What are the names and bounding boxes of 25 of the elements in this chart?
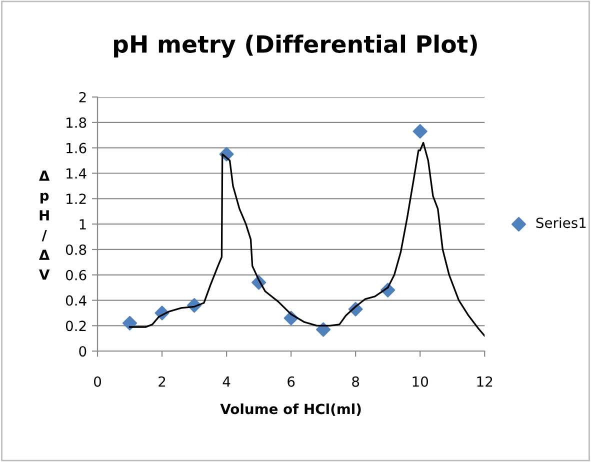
point: [412, 124, 428, 139]
y-tick-label: 0.8: [66, 244, 86, 255]
y-tick-label: 0.4: [66, 295, 86, 306]
y-axis-title: ΔpH/ΔV: [39, 170, 50, 280]
x-axis-title: Volume of HCl(ml): [220, 403, 361, 416]
y-tick-label: 0.2: [66, 320, 86, 332]
y-tick-label: 2: [79, 92, 86, 102]
y-tick-label: 1.8: [66, 117, 86, 128]
legend-label: Series1: [536, 217, 586, 228]
x-tick-label: 4: [222, 376, 230, 387]
x-tick-label: 0: [94, 376, 102, 387]
y-tick-label: 1.6: [66, 142, 86, 154]
y-tick-label: 1: [80, 219, 86, 230]
chart-title: pH metry (Differential Plot): [114, 34, 477, 58]
y-tick-label: 1.2: [66, 194, 86, 204]
x-tick-label: 12: [477, 376, 492, 387]
x-tick-label: 2: [158, 376, 166, 387]
point: [122, 316, 138, 330]
x-tick-label: 6: [288, 376, 295, 387]
y-tick-label: 0: [79, 346, 86, 357]
point: [316, 322, 331, 337]
y-tick-label: 1.4: [66, 168, 86, 179]
x-tick-label: 10: [412, 376, 428, 387]
y-tick-label: 0.6: [66, 270, 86, 280]
x-tick-label: 8: [352, 376, 360, 387]
